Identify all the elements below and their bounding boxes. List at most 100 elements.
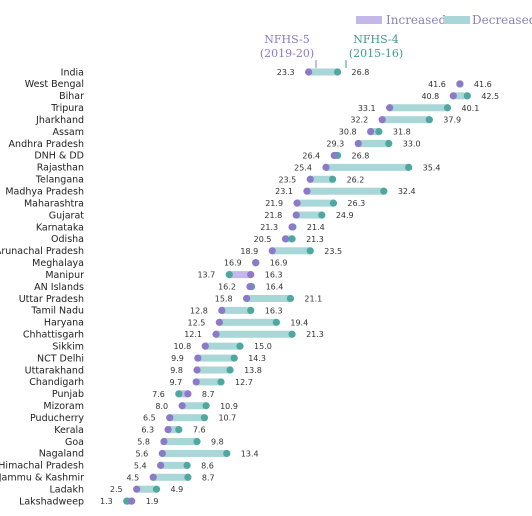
nfhs4-dot bbox=[306, 247, 314, 255]
decrease-bar bbox=[325, 163, 409, 171]
nfhs5-dot bbox=[164, 426, 172, 434]
row-jharkhand: Jharkhand 32.2 37.9 bbox=[35, 115, 461, 126]
value-label-low: 15.8 bbox=[215, 294, 233, 303]
category-label: Meghalaya bbox=[32, 258, 84, 269]
nfhs4-dot bbox=[183, 461, 191, 469]
row-chhattisgarh: Chhattisgarh 12.1 21.3 bbox=[23, 330, 324, 341]
nfhs5-dot bbox=[194, 354, 202, 362]
nfhs5-dot bbox=[149, 473, 157, 481]
annotation-title-1: NFHS-4 bbox=[353, 33, 399, 46]
category-label: Ladakh bbox=[50, 485, 85, 496]
decrease-bar bbox=[272, 247, 311, 255]
value-label-low: 21.9 bbox=[265, 199, 283, 208]
nfhs5-dot bbox=[215, 318, 223, 326]
category-label: Odisha bbox=[51, 234, 84, 245]
row-maharashtra: Maharashtra 21.9 26.3 bbox=[24, 198, 365, 209]
category-label: Tamil Nadu bbox=[30, 306, 84, 317]
value-label-high: 9.8 bbox=[211, 438, 224, 447]
value-label-high: 31.8 bbox=[393, 128, 411, 137]
nfhs5-dot bbox=[305, 68, 313, 76]
row-mizoram: Mizoram 8.0 10.9 bbox=[43, 401, 238, 412]
value-label-low: 6.3 bbox=[141, 426, 154, 435]
annotation-title-0: NFHS-5 bbox=[264, 33, 310, 46]
decrease-bar bbox=[153, 473, 188, 481]
decrease-bar bbox=[297, 199, 334, 207]
row-bihar: Bihar 40.8 42.5 bbox=[59, 91, 499, 102]
value-label-low: 5.6 bbox=[136, 449, 149, 458]
nfhs5-dot bbox=[243, 294, 251, 303]
value-label-low: 9.9 bbox=[171, 354, 184, 363]
nfhs5-dot bbox=[367, 128, 375, 136]
value-label-high: 7.6 bbox=[193, 426, 206, 435]
value-label-low: 12.5 bbox=[188, 318, 206, 327]
nfhs4-dot bbox=[425, 116, 433, 124]
decrease-bar bbox=[453, 92, 468, 100]
row-karnataka: Karnataka 21.3 21.4 bbox=[36, 222, 325, 233]
value-label-high: 21.3 bbox=[306, 235, 324, 244]
value-label-high: 16.3 bbox=[265, 271, 283, 280]
nfhs4-dot bbox=[193, 437, 201, 446]
nfhs4-dot bbox=[230, 354, 238, 362]
value-label-high: 14.3 bbox=[248, 354, 266, 363]
row-tripura: Tripura 33.1 40.1 bbox=[50, 103, 479, 114]
decrease-bar bbox=[358, 140, 389, 148]
row-goa: Goa 5.8 9.8 bbox=[65, 437, 224, 448]
value-label-high: 1.9 bbox=[146, 497, 159, 506]
nfhs4-dot bbox=[333, 68, 342, 76]
nfhs4-dot bbox=[200, 414, 209, 422]
nfhs5-dot bbox=[133, 485, 141, 493]
row-telangana: Telangana 23.5 26.2 bbox=[35, 175, 365, 186]
increase-bar bbox=[178, 390, 188, 398]
category-label: Manipur bbox=[45, 270, 84, 281]
value-label-high: 12.7 bbox=[235, 378, 253, 387]
category-label: Goa bbox=[65, 437, 84, 448]
decrease-bar bbox=[216, 330, 293, 338]
row-west-bengal: West Bengal 41.6 41.6 bbox=[25, 79, 492, 90]
value-label-low: 5.8 bbox=[137, 438, 150, 447]
nfhs5-dot bbox=[449, 92, 457, 100]
value-label-high: 10.7 bbox=[218, 414, 236, 423]
nfhs5-dot bbox=[303, 187, 311, 195]
decrease-bar bbox=[182, 402, 207, 410]
decrease-bar bbox=[310, 175, 333, 183]
nfhs5-dot bbox=[247, 271, 255, 279]
value-label-high: 40.1 bbox=[461, 104, 479, 113]
nfhs5-dot bbox=[246, 282, 254, 291]
row-rajasthan: Rajasthan 25.4 35.4 bbox=[37, 163, 441, 174]
decrease-bar bbox=[296, 211, 322, 219]
category-label: Bihar bbox=[59, 91, 84, 102]
category-label: Chhattisgarh bbox=[23, 330, 84, 341]
nfhs5-dot bbox=[193, 366, 201, 374]
value-label-low: 10.8 bbox=[173, 342, 191, 351]
value-label-high: 26.2 bbox=[347, 175, 365, 184]
nfhs4-dot bbox=[385, 139, 393, 148]
category-label: Assam bbox=[53, 127, 84, 138]
nfhs4-dot bbox=[329, 199, 338, 207]
value-label-low: 2.5 bbox=[110, 485, 123, 494]
value-label-low: 5.4 bbox=[134, 461, 147, 470]
nfhs5-dot bbox=[386, 104, 394, 112]
row-sikkim: Sikkim 10.8 15.0 bbox=[52, 341, 271, 352]
row-nagaland: Nagaland 5.6 13.4 bbox=[39, 449, 259, 460]
row-himachal-pradesh: Himachal Pradesh 5.4 8.6 bbox=[0, 461, 214, 472]
legend-swatch-increased bbox=[356, 16, 382, 24]
value-label-low: 23.1 bbox=[275, 187, 293, 196]
value-label-high: 19.4 bbox=[290, 318, 308, 327]
category-label: Gujarat bbox=[49, 210, 85, 221]
decrease-bar bbox=[196, 378, 221, 386]
nfhs4-dot bbox=[288, 235, 296, 243]
value-label-high: 15.0 bbox=[254, 342, 272, 351]
category-label: Himachal Pradesh bbox=[0, 461, 84, 472]
category-label: Karnataka bbox=[36, 222, 84, 233]
nfhs5-dot bbox=[166, 414, 174, 422]
row-andhra-pradesh: Andhra Pradesh 29.3 33.0 bbox=[9, 139, 421, 150]
value-label-low: 30.8 bbox=[339, 128, 357, 137]
category-label: Mizoram bbox=[43, 401, 84, 412]
decrease-bar bbox=[169, 414, 205, 422]
nfhs5-dot bbox=[281, 235, 290, 243]
category-label: Nagaland bbox=[39, 449, 84, 460]
decrease-bar bbox=[382, 116, 430, 124]
value-label-low: 12.8 bbox=[190, 306, 208, 315]
value-label-low: 18.9 bbox=[240, 247, 258, 256]
value-label-low: 1.3 bbox=[100, 497, 113, 506]
